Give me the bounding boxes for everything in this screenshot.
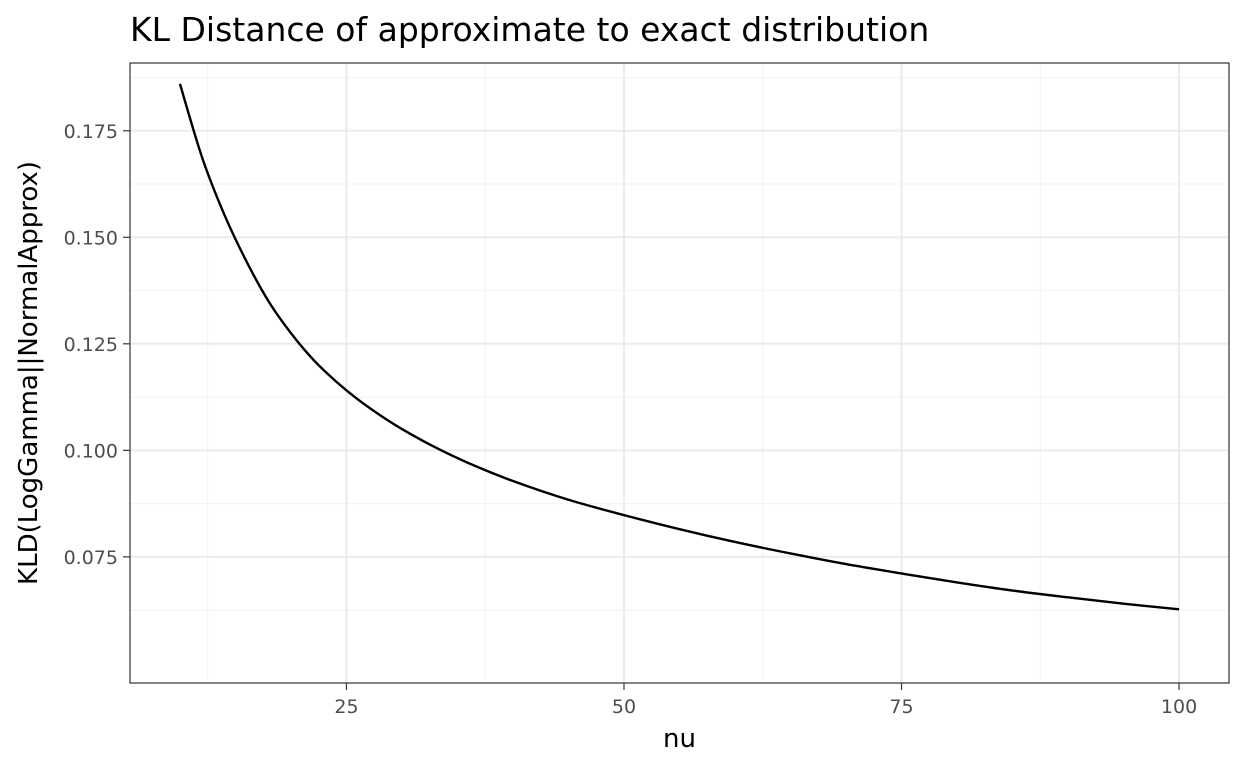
y-axis-title: KLD(LogGamma||NormalApprox) <box>14 161 44 585</box>
series-line <box>178 83 1180 611</box>
y-tick-label: 0.100 <box>64 440 118 462</box>
plot-panel <box>129 62 1230 684</box>
y-tick-label: 0.175 <box>64 121 118 143</box>
x-axis: 25 50 75 100 <box>334 683 1197 718</box>
x-tick-label: 100 <box>1161 696 1197 718</box>
chart-title: KL Distance of approximate to exact dist… <box>130 10 929 49</box>
y-tick-label: 0.150 <box>64 227 118 249</box>
x-axis-title: nu <box>663 724 696 754</box>
x-tick-label: 25 <box>334 696 358 718</box>
panel-border <box>129 62 1230 684</box>
y-tick-label: 0.075 <box>64 547 118 569</box>
x-tick-label: 50 <box>612 696 636 718</box>
y-axis: 0.075 0.100 0.125 0.150 0.175 <box>64 121 130 569</box>
gridlines <box>130 63 1229 683</box>
series-layer <box>178 83 1180 611</box>
panel-background <box>130 63 1229 683</box>
x-tick-label: 75 <box>889 696 913 718</box>
y-tick-label: 0.125 <box>64 334 118 356</box>
